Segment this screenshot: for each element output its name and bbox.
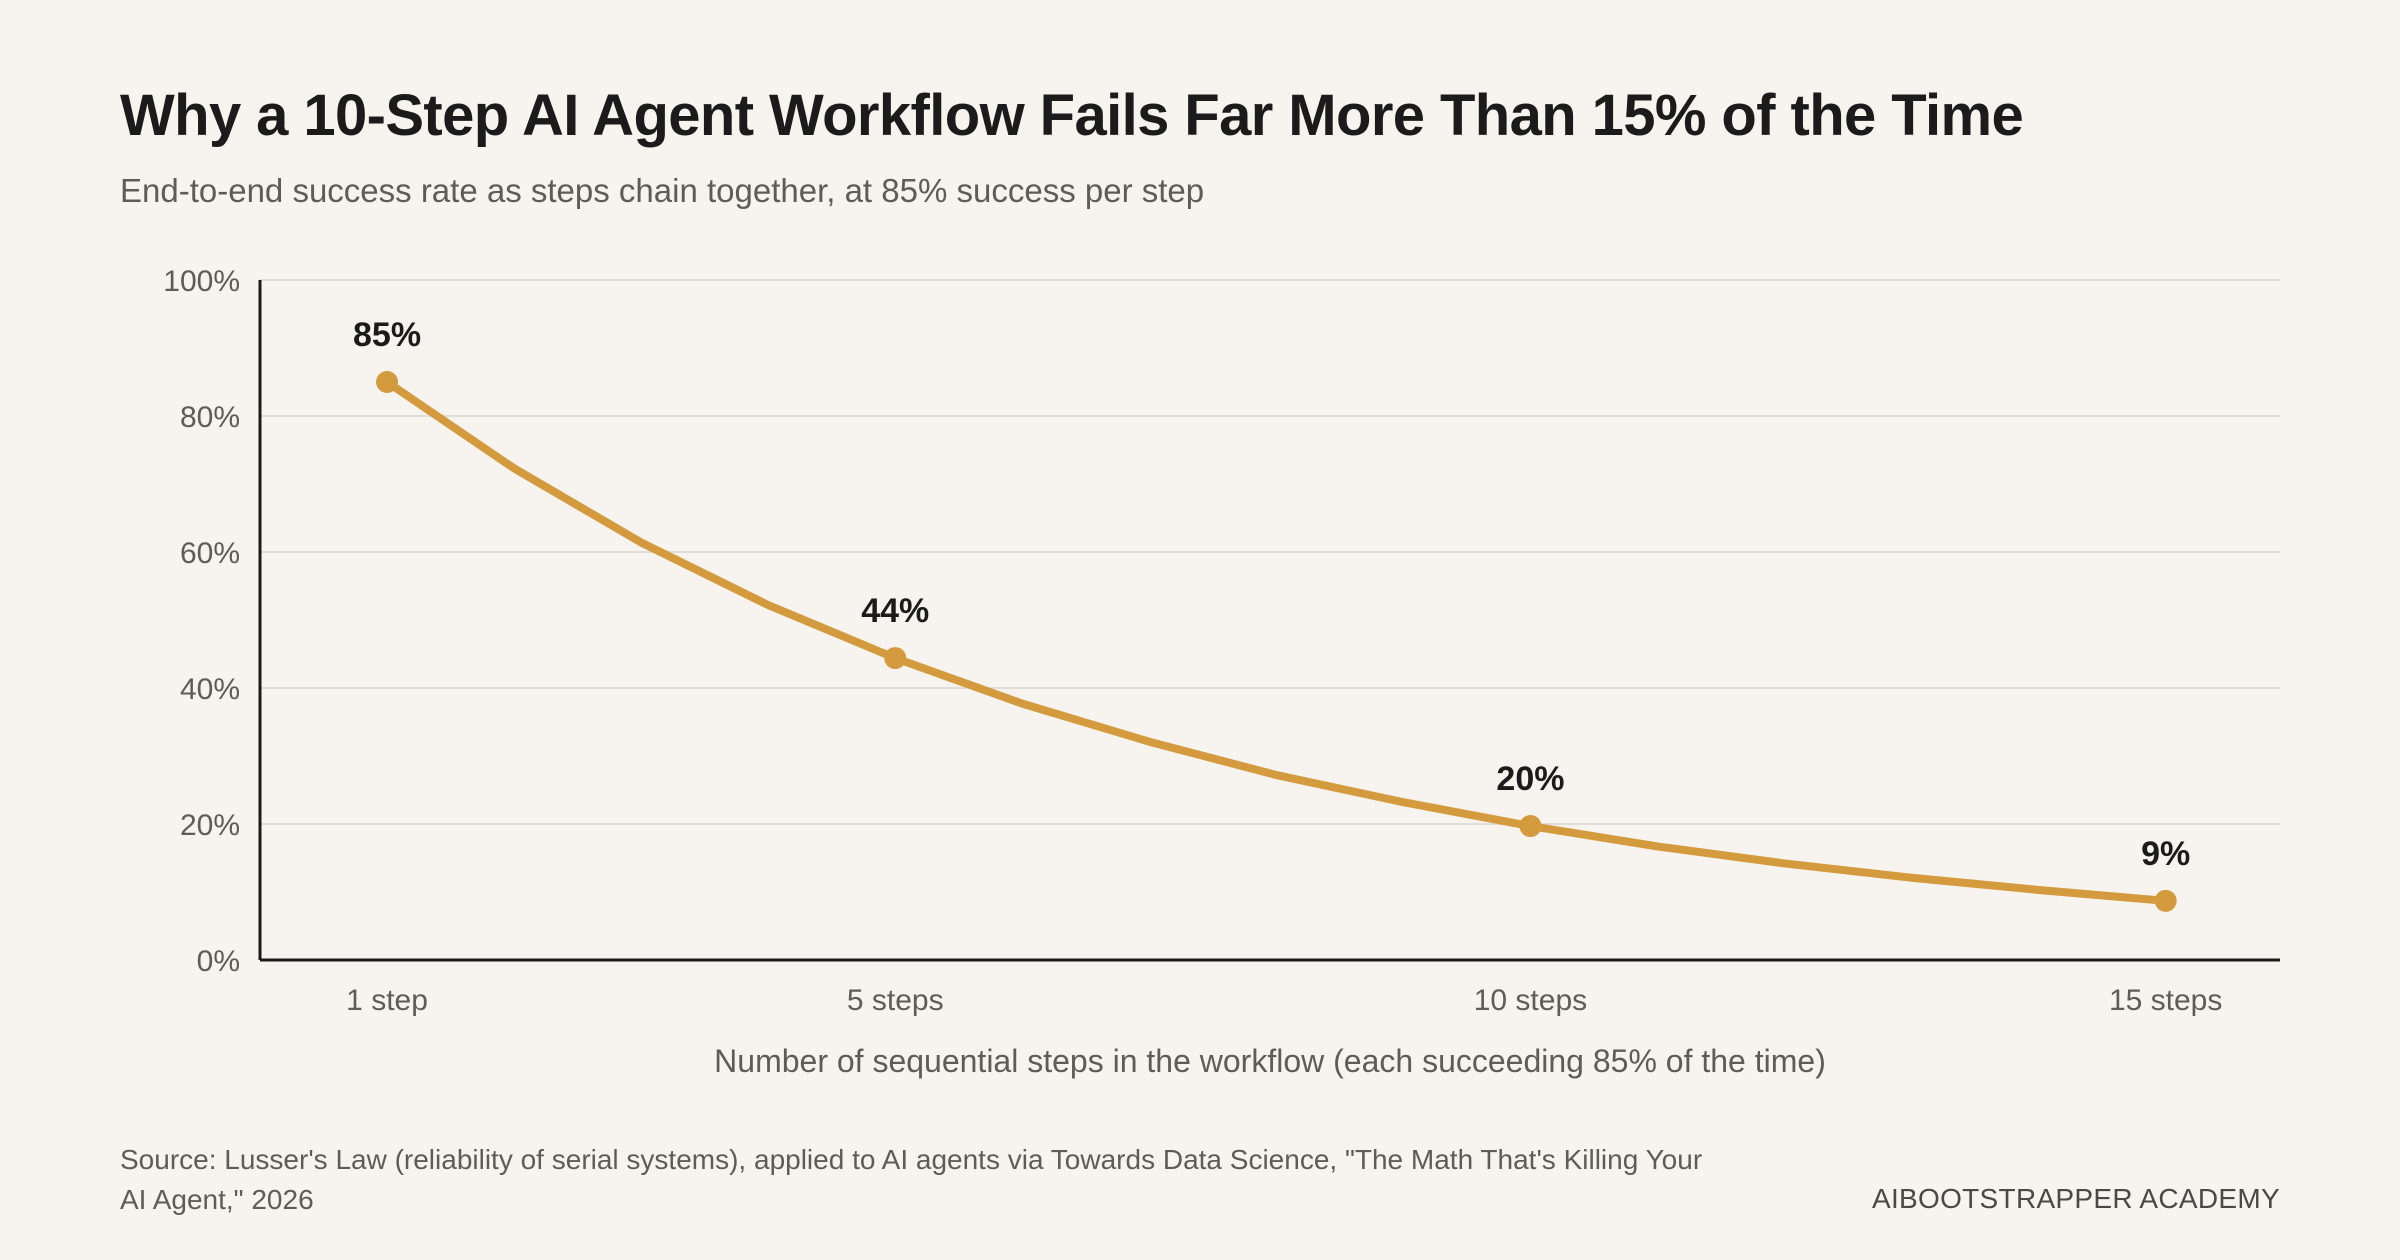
data-point-marker xyxy=(2154,889,2177,912)
x-tick-label: 10 steps xyxy=(1474,984,1587,1017)
success-rate-line xyxy=(383,378,2170,905)
chart-title: Why a 10-Step AI Agent Workflow Fails Fa… xyxy=(120,83,2024,148)
data-label: 20% xyxy=(1496,760,1564,798)
x-tick-label: 1 step xyxy=(346,984,428,1017)
chart-subtitle: End-to-end success rate as steps chain t… xyxy=(120,172,1205,209)
y-tick-label: 0% xyxy=(197,945,240,978)
data-label: 44% xyxy=(861,592,929,630)
data-point-marker xyxy=(884,647,907,670)
brand-label: AIBOOTSTRAPPER ACADEMY xyxy=(1871,1183,2280,1214)
x-tick-label: 15 steps xyxy=(2109,984,2222,1017)
source-note: Source: Lusser's Law (reliability of ser… xyxy=(120,1144,1703,1215)
data-label: 85% xyxy=(353,316,421,354)
x-axis-title: Number of sequential steps in the workfl… xyxy=(714,1043,1826,1079)
y-tick-label: 80% xyxy=(180,401,240,434)
data-label: 9% xyxy=(2141,835,2190,873)
data-point-marker xyxy=(376,371,399,393)
y-tick-label: 60% xyxy=(180,537,240,570)
y-tick-label: 40% xyxy=(180,673,240,706)
x-tick-label: 5 steps xyxy=(847,984,944,1017)
y-tick-label: 20% xyxy=(180,809,240,842)
y-tick-label: 100% xyxy=(163,265,240,298)
data-point-marker xyxy=(1519,815,1542,838)
